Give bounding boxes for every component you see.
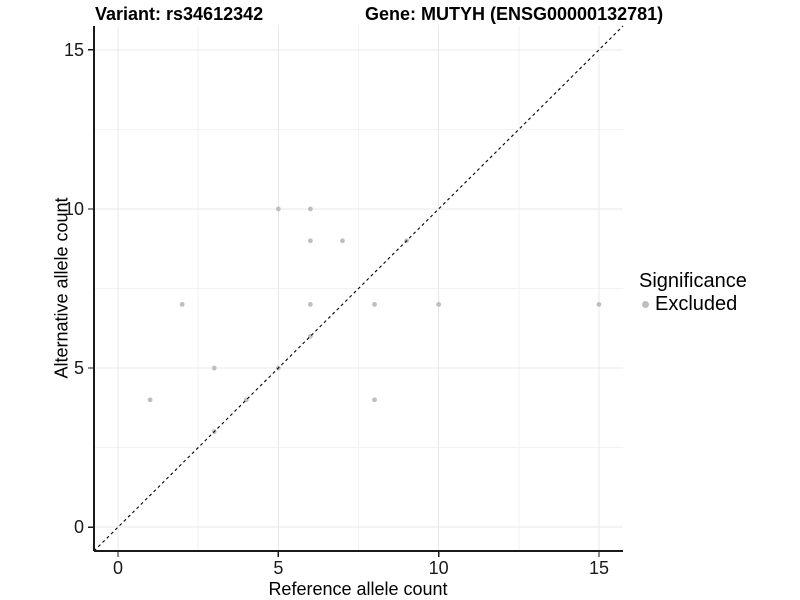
x-tick-label: 0 xyxy=(113,558,124,578)
legend-item-label: Excluded xyxy=(655,293,738,315)
data-point xyxy=(308,302,313,307)
y-tick-label: 0 xyxy=(73,517,84,538)
x-tick-label: 5 xyxy=(273,558,284,578)
data-point xyxy=(596,302,602,307)
legend-item-excluded: Excluded xyxy=(639,293,747,315)
y-tick-label: 15 xyxy=(63,39,84,60)
legend-title: Significance xyxy=(639,270,747,292)
data-point xyxy=(308,238,313,244)
legend-key-dot xyxy=(642,300,649,308)
plot-panel xyxy=(88,25,624,557)
data-point xyxy=(275,206,281,212)
identity-line xyxy=(93,25,624,552)
data-point xyxy=(147,397,153,403)
gene-title: Gene: MUTYH (ENSG00000132781) xyxy=(365,4,664,24)
x-tick-label: 10 xyxy=(428,558,449,578)
x-tick-label: 15 xyxy=(588,558,609,578)
data-point xyxy=(308,206,313,212)
data-point xyxy=(372,397,377,403)
data-point xyxy=(436,302,442,307)
y-axis-label: Alternative allele count xyxy=(51,197,72,379)
data-point xyxy=(372,302,377,307)
y-tick-label: 5 xyxy=(73,358,84,379)
data-point xyxy=(179,302,185,307)
data-point xyxy=(340,238,345,244)
data-point xyxy=(211,365,217,371)
variant-title: Variant: rs34612342 xyxy=(95,4,264,24)
y-tick-label: 10 xyxy=(63,198,84,219)
x-axis-label: Reference allele count xyxy=(268,579,448,599)
legend: Significance Excluded xyxy=(639,270,747,315)
